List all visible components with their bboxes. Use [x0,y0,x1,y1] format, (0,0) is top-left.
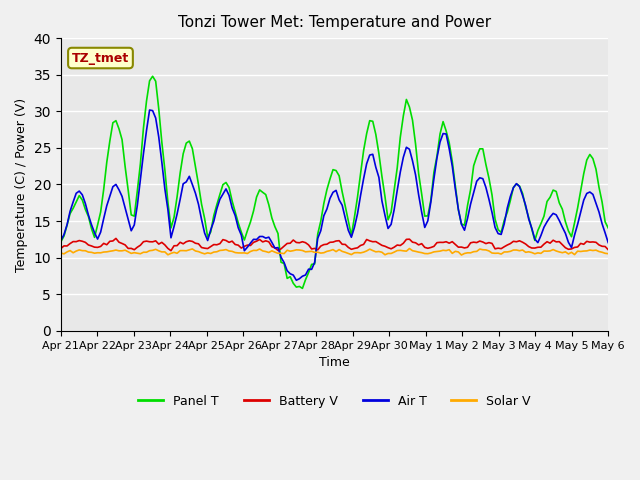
Legend: Panel T, Battery V, Air T, Solar V: Panel T, Battery V, Air T, Solar V [133,390,536,413]
Air T [146,107,154,113]
Panel T [268,215,276,221]
Line: Battery V: Battery V [61,239,608,251]
Battery V [549,237,557,243]
Air T [57,238,65,243]
Solar V [458,252,465,258]
Battery V [592,240,600,245]
Line: Solar V: Solar V [61,249,608,255]
Panel T [57,239,65,245]
Solar V [66,248,74,253]
Battery V [112,236,120,241]
Solar V [170,250,178,255]
Solar V [265,250,273,255]
Air T [268,240,276,245]
Solar V [549,247,557,252]
Air T [121,205,129,211]
Solar V [406,246,413,252]
Text: TZ_tmet: TZ_tmet [72,51,129,64]
Air T [292,277,300,283]
Solar V [604,251,612,256]
Panel T [592,166,600,172]
Solar V [592,247,600,253]
Battery V [167,248,175,253]
Panel T [299,286,307,291]
Battery V [57,246,65,252]
Line: Air T: Air T [61,110,608,280]
Air T [173,211,181,217]
Panel T [173,194,181,200]
Panel T [604,225,612,231]
Air T [604,240,612,245]
Battery V [124,246,132,252]
Panel T [66,211,74,216]
Y-axis label: Temperature (C) / Power (V): Temperature (C) / Power (V) [15,97,28,272]
Solar V [57,250,65,256]
Solar V [121,247,129,253]
Air T [66,208,74,214]
Battery V [271,245,279,251]
Title: Tonzi Tower Met: Temperature and Power: Tonzi Tower Met: Temperature and Power [178,15,491,30]
Panel T [148,73,156,79]
Line: Panel T: Panel T [61,76,608,288]
Air T [549,211,557,216]
Panel T [121,164,129,169]
X-axis label: Time: Time [319,356,350,369]
Battery V [604,247,612,252]
Battery V [176,240,184,245]
Air T [592,200,600,206]
Battery V [66,240,74,246]
Panel T [549,187,557,193]
